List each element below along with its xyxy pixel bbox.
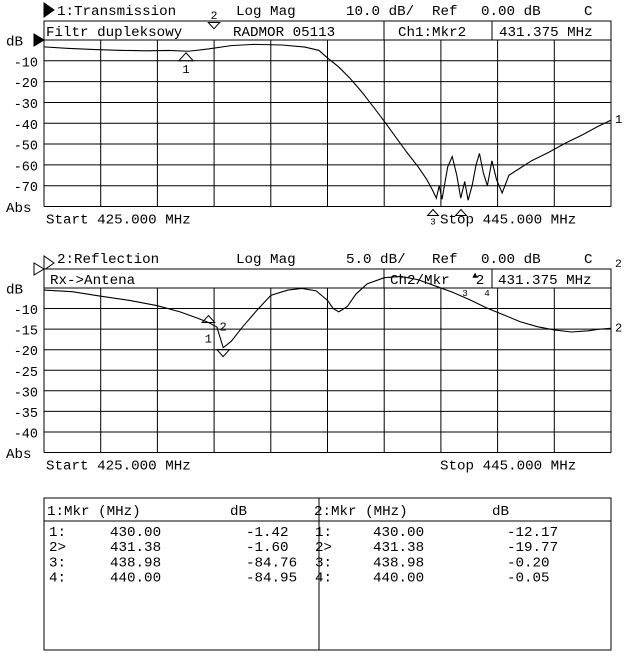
svg-text:2: 2 <box>211 11 218 23</box>
svg-text:2>: 2> <box>49 540 66 556</box>
svg-text:3:: 3: <box>49 555 66 571</box>
svg-text:Abs: Abs <box>6 201 32 217</box>
svg-text:0.00 dB: 0.00 dB <box>481 4 541 20</box>
svg-text:dB: dB <box>6 283 23 299</box>
svg-text:C: C <box>584 252 593 268</box>
svg-text:-10: -10 <box>14 304 38 319</box>
svg-text:440.00: 440.00 <box>110 571 161 587</box>
svg-text:430.00: 430.00 <box>373 525 424 541</box>
svg-text:2: 2 <box>220 321 227 335</box>
svg-text:dB: dB <box>492 504 509 520</box>
svg-text:-19.77: -19.77 <box>507 540 558 556</box>
svg-text:-1.42: -1.42 <box>246 525 289 541</box>
svg-text:-25: -25 <box>14 366 38 381</box>
svg-text:431.375 MHz: 431.375 MHz <box>498 273 592 289</box>
svg-text:Ref: Ref <box>432 4 458 20</box>
svg-text:Start 425.000 MHz: Start 425.000 MHz <box>46 213 191 229</box>
svg-text:-15: -15 <box>14 325 38 340</box>
svg-text:-40: -40 <box>14 119 38 134</box>
svg-text:431.375 MHz: 431.375 MHz <box>499 25 593 41</box>
svg-text:2>: 2> <box>315 540 332 556</box>
svg-text:4:: 4: <box>315 571 332 587</box>
svg-text:1:Mkr (MHz): 1:Mkr (MHz) <box>47 504 141 520</box>
svg-text:3:: 3: <box>315 555 332 571</box>
svg-text:2:Mkr (MHz): 2:Mkr (MHz) <box>314 504 408 520</box>
svg-text:3: 3 <box>430 217 436 228</box>
svg-text:1: 1 <box>205 333 212 347</box>
svg-text:Ch1:Mkr2: Ch1:Mkr2 <box>398 25 466 41</box>
svg-text:4:: 4: <box>49 571 66 587</box>
svg-text:-10: -10 <box>14 56 38 71</box>
svg-text:Log Mag: Log Mag <box>236 252 296 268</box>
svg-text:-12.17: -12.17 <box>507 525 558 541</box>
svg-text:Start 425.000 MHz: Start 425.000 MHz <box>46 459 191 475</box>
svg-text:-70: -70 <box>14 181 38 196</box>
svg-text:C: C <box>584 4 593 20</box>
svg-text:Abs: Abs <box>6 447 32 463</box>
svg-text:2: 2 <box>476 273 485 289</box>
svg-text:2: 2 <box>615 321 622 335</box>
svg-text:Ch2/Mkr: Ch2/Mkr <box>390 273 450 289</box>
svg-text:-0.20: -0.20 <box>507 555 550 571</box>
svg-text:Rx->Antena: Rx->Antena <box>50 273 136 289</box>
svg-text:0.00 dB: 0.00 dB <box>481 252 541 268</box>
svg-text:-84.76: -84.76 <box>246 555 297 571</box>
svg-text:Stop 445.000 MHz: Stop 445.000 MHz <box>440 213 576 229</box>
svg-text:430.00: 430.00 <box>110 525 161 541</box>
svg-text:-20: -20 <box>14 77 38 92</box>
svg-text:-40: -40 <box>14 427 38 442</box>
svg-text:dB: dB <box>230 504 247 520</box>
svg-text:-1.60: -1.60 <box>246 540 289 556</box>
svg-text:5.0 dB/: 5.0 dB/ <box>346 252 406 268</box>
svg-text:-30: -30 <box>14 98 38 113</box>
svg-text:1:: 1: <box>315 525 332 541</box>
svg-text:RADMOR 05113: RADMOR 05113 <box>233 25 335 41</box>
svg-text:1: 1 <box>615 113 622 127</box>
svg-text:dB: dB <box>6 35 23 51</box>
svg-text:440.00: 440.00 <box>373 571 424 587</box>
svg-text:Ref: Ref <box>432 252 458 268</box>
svg-text:-60: -60 <box>14 160 38 175</box>
svg-text:-20: -20 <box>14 345 38 360</box>
svg-text:438.98: 438.98 <box>110 555 161 571</box>
svg-text:438.98: 438.98 <box>373 555 424 571</box>
svg-text:-50: -50 <box>14 140 38 155</box>
svg-text:431.38: 431.38 <box>110 540 161 556</box>
svg-text:Log Mag: Log Mag <box>236 4 296 20</box>
svg-text:2:Reflection: 2:Reflection <box>57 252 159 268</box>
svg-text:1:Transmission: 1:Transmission <box>57 4 176 20</box>
svg-text:2: 2 <box>615 259 622 271</box>
svg-text:1:: 1: <box>49 525 66 541</box>
svg-text:Filtr dupleksowy: Filtr dupleksowy <box>46 25 183 41</box>
svg-text:-30: -30 <box>14 386 38 401</box>
svg-text:10.0 dB/: 10.0 dB/ <box>346 4 414 20</box>
svg-text:4: 4 <box>484 288 490 299</box>
svg-text:Stop 445.000 MHz: Stop 445.000 MHz <box>440 459 576 475</box>
svg-text:431.38: 431.38 <box>373 540 424 556</box>
svg-text:-84.95: -84.95 <box>246 571 297 587</box>
svg-text:-35: -35 <box>14 407 38 422</box>
svg-text:-0.05: -0.05 <box>507 571 550 587</box>
svg-text:1: 1 <box>182 63 189 77</box>
